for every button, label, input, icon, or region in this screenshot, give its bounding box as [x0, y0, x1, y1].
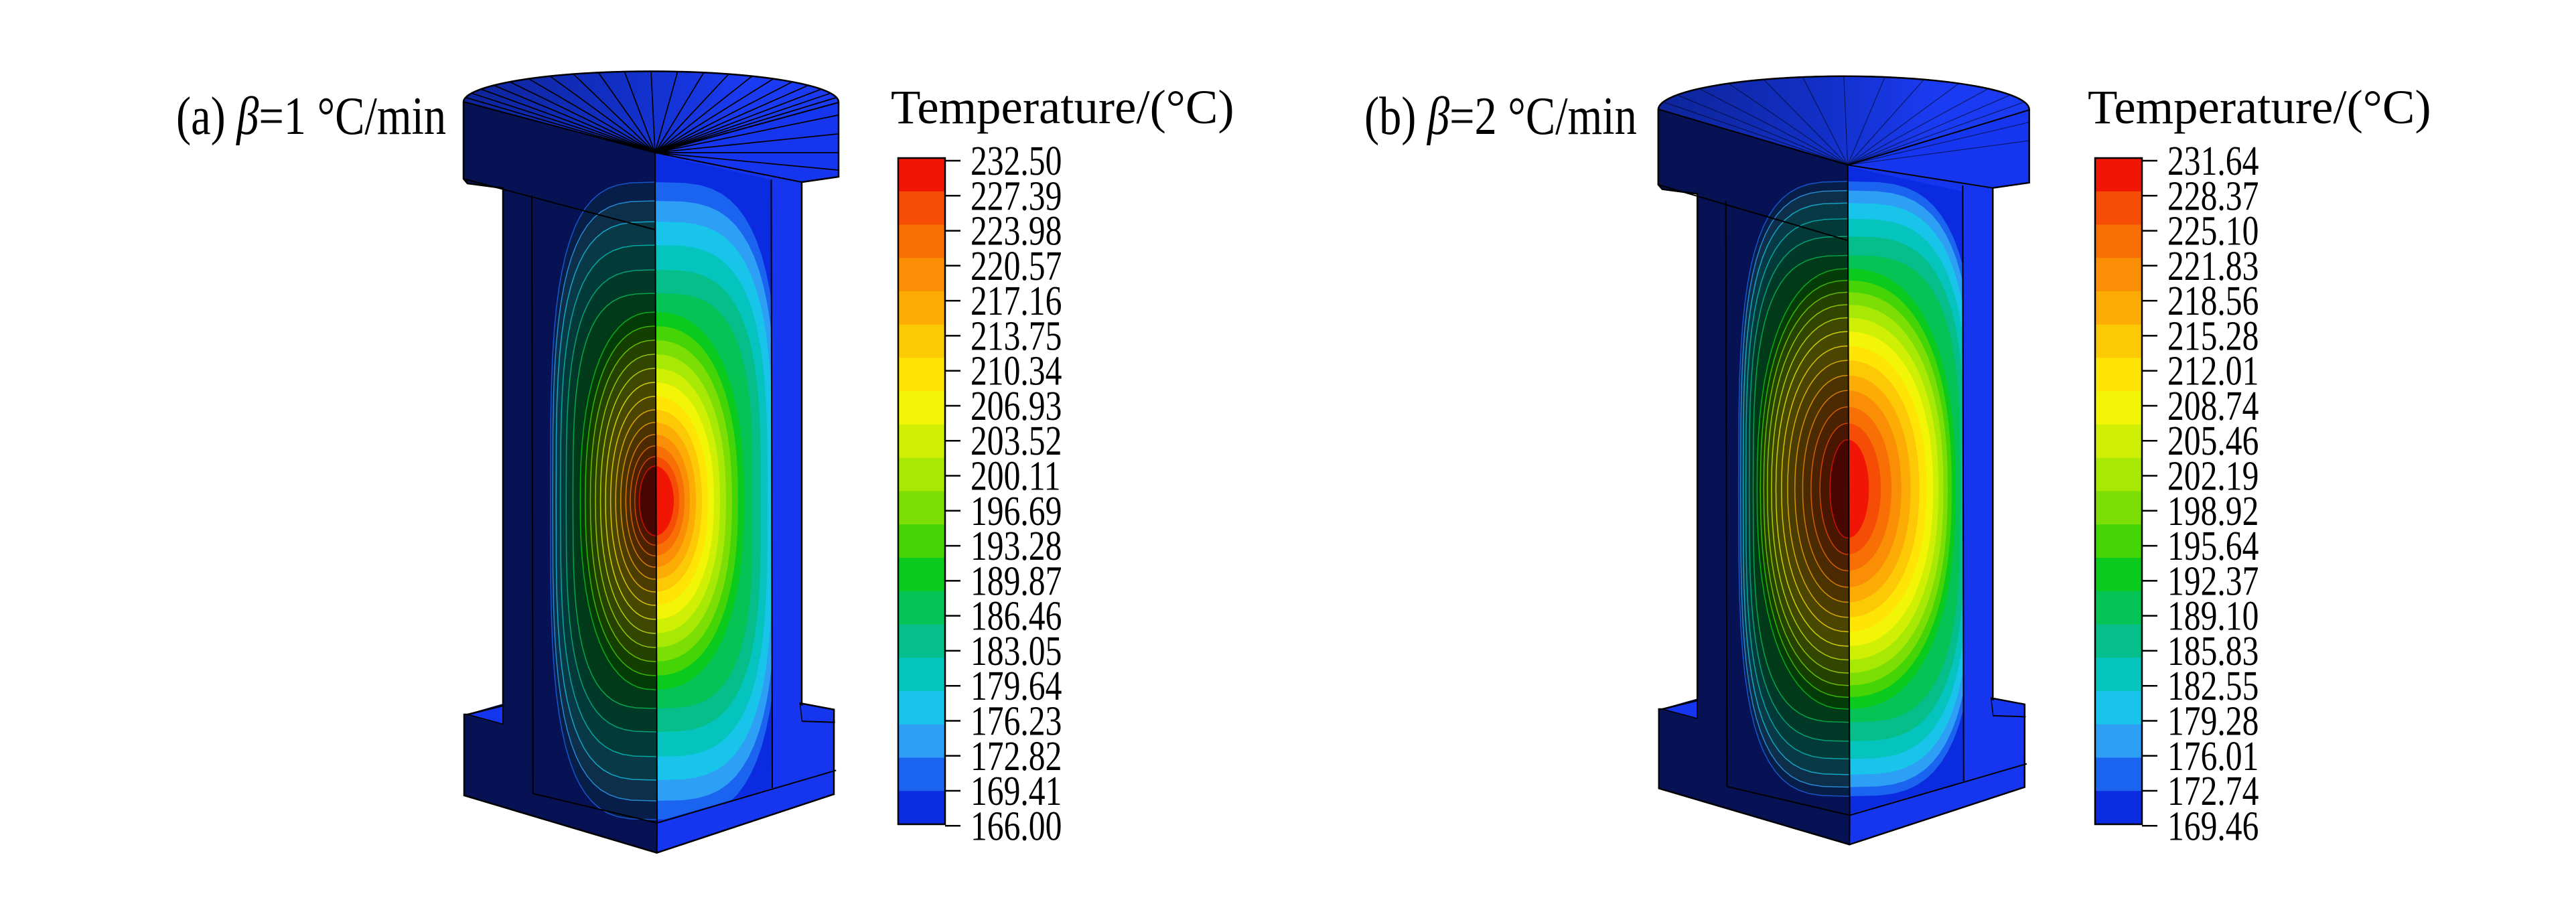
svg-text:169.46: 169.46 [2167, 804, 2259, 849]
svg-text:185.83: 185.83 [2167, 629, 2259, 674]
svg-text:172.82: 172.82 [971, 734, 1062, 779]
svg-text:213.75: 213.75 [971, 313, 1062, 359]
svg-text:186.46: 186.46 [971, 593, 1062, 639]
svg-text:166.00: 166.00 [971, 804, 1062, 849]
svg-text:192.37: 192.37 [2167, 558, 2259, 604]
svg-text:220.57: 220.57 [971, 244, 1062, 289]
svg-text:200.11: 200.11 [971, 453, 1061, 499]
svg-text:193.28: 193.28 [971, 524, 1062, 569]
svg-text:203.52: 203.52 [971, 418, 1062, 464]
svg-text:176.01: 176.01 [2167, 734, 2259, 779]
svg-text:221.83: 221.83 [2167, 244, 2259, 289]
svg-text:205.46: 205.46 [2167, 418, 2259, 464]
svg-text:225.10: 225.10 [2167, 208, 2259, 254]
svg-text:183.05: 183.05 [971, 629, 1062, 674]
svg-text:Temperature/(°C): Temperature/(°C) [2088, 80, 2431, 134]
svg-text:172.74: 172.74 [2167, 769, 2259, 814]
svg-text:198.92: 198.92 [2167, 489, 2259, 534]
svg-text:189.87: 189.87 [971, 558, 1062, 604]
svg-text:176.23: 176.23 [971, 698, 1062, 744]
svg-text:202.19: 202.19 [2167, 453, 2259, 499]
svg-text:210.34: 210.34 [971, 349, 1062, 394]
svg-text:228.37: 228.37 [2167, 173, 2259, 219]
svg-text:179.64: 179.64 [971, 664, 1062, 709]
svg-text:182.55: 182.55 [2167, 664, 2259, 709]
svg-text:215.28: 215.28 [2167, 313, 2259, 359]
svg-text:223.98: 223.98 [971, 208, 1062, 254]
svg-text:189.10: 189.10 [2167, 593, 2259, 639]
svg-text:208.74: 208.74 [2167, 384, 2259, 429]
svg-text:227.39: 227.39 [971, 173, 1062, 219]
svg-text:217.16: 217.16 [971, 279, 1062, 324]
svg-text:(b) β=2 °C/min: (b) β=2 °C/min [1364, 86, 1637, 145]
svg-text:212.01: 212.01 [2167, 349, 2259, 394]
svg-text:179.28: 179.28 [2167, 698, 2259, 744]
svg-text:Temperature/(°C): Temperature/(°C) [891, 80, 1234, 134]
svg-text:195.64: 195.64 [2167, 524, 2259, 569]
svg-text:196.69: 196.69 [971, 489, 1062, 534]
svg-text:(a) β=1 °C/min: (a) β=1 °C/min [176, 86, 446, 145]
svg-text:232.50: 232.50 [971, 139, 1062, 184]
svg-text:231.64: 231.64 [2167, 139, 2259, 184]
svg-text:169.41: 169.41 [971, 769, 1062, 814]
svg-text:206.93: 206.93 [971, 384, 1062, 429]
svg-text:218.56: 218.56 [2167, 279, 2259, 324]
